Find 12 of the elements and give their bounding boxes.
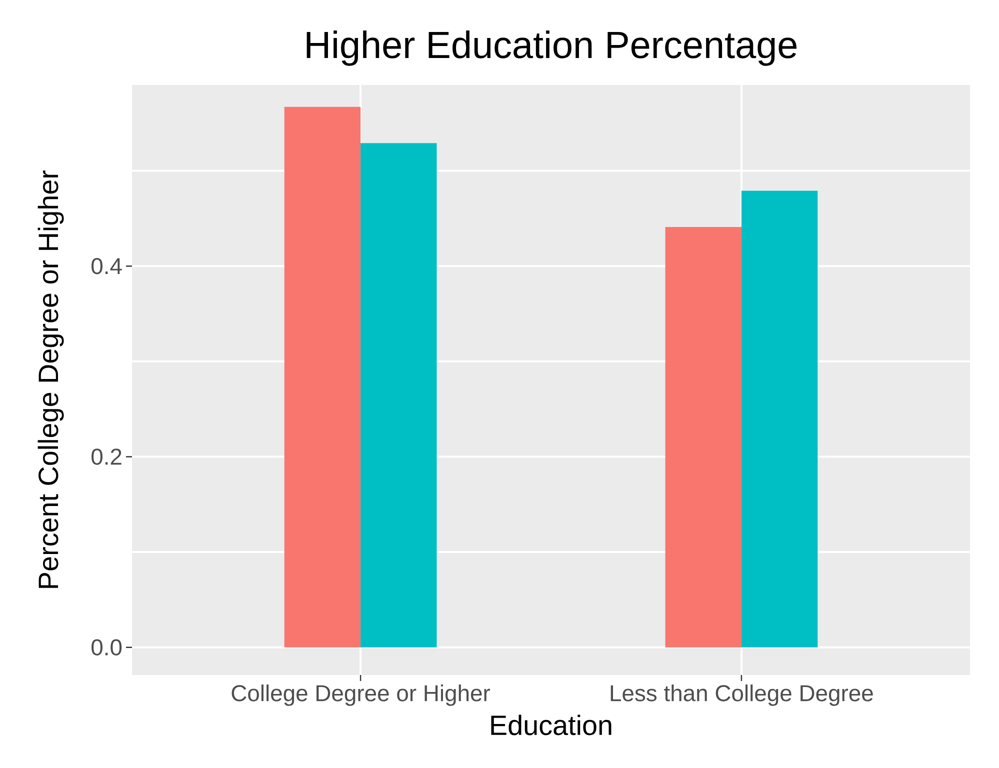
bar [741, 190, 818, 648]
bar [360, 143, 437, 648]
bar [665, 227, 742, 648]
y-axis-title: Percent College Degree or Higher [38, 170, 64, 588]
x-tick-label: College Degree or Higher [232, 684, 490, 706]
y-tick-label: 0.2 [92, 448, 122, 465]
chart-title: Higher Education Percentage [306, 30, 797, 66]
y-tick-label: 0.4 [92, 258, 122, 274]
y-tick-label: 0.0 [92, 639, 122, 656]
x-tick-label: Less than College Degree [610, 684, 873, 706]
bar [284, 106, 361, 648]
x-axis-title: Education [491, 714, 612, 736]
